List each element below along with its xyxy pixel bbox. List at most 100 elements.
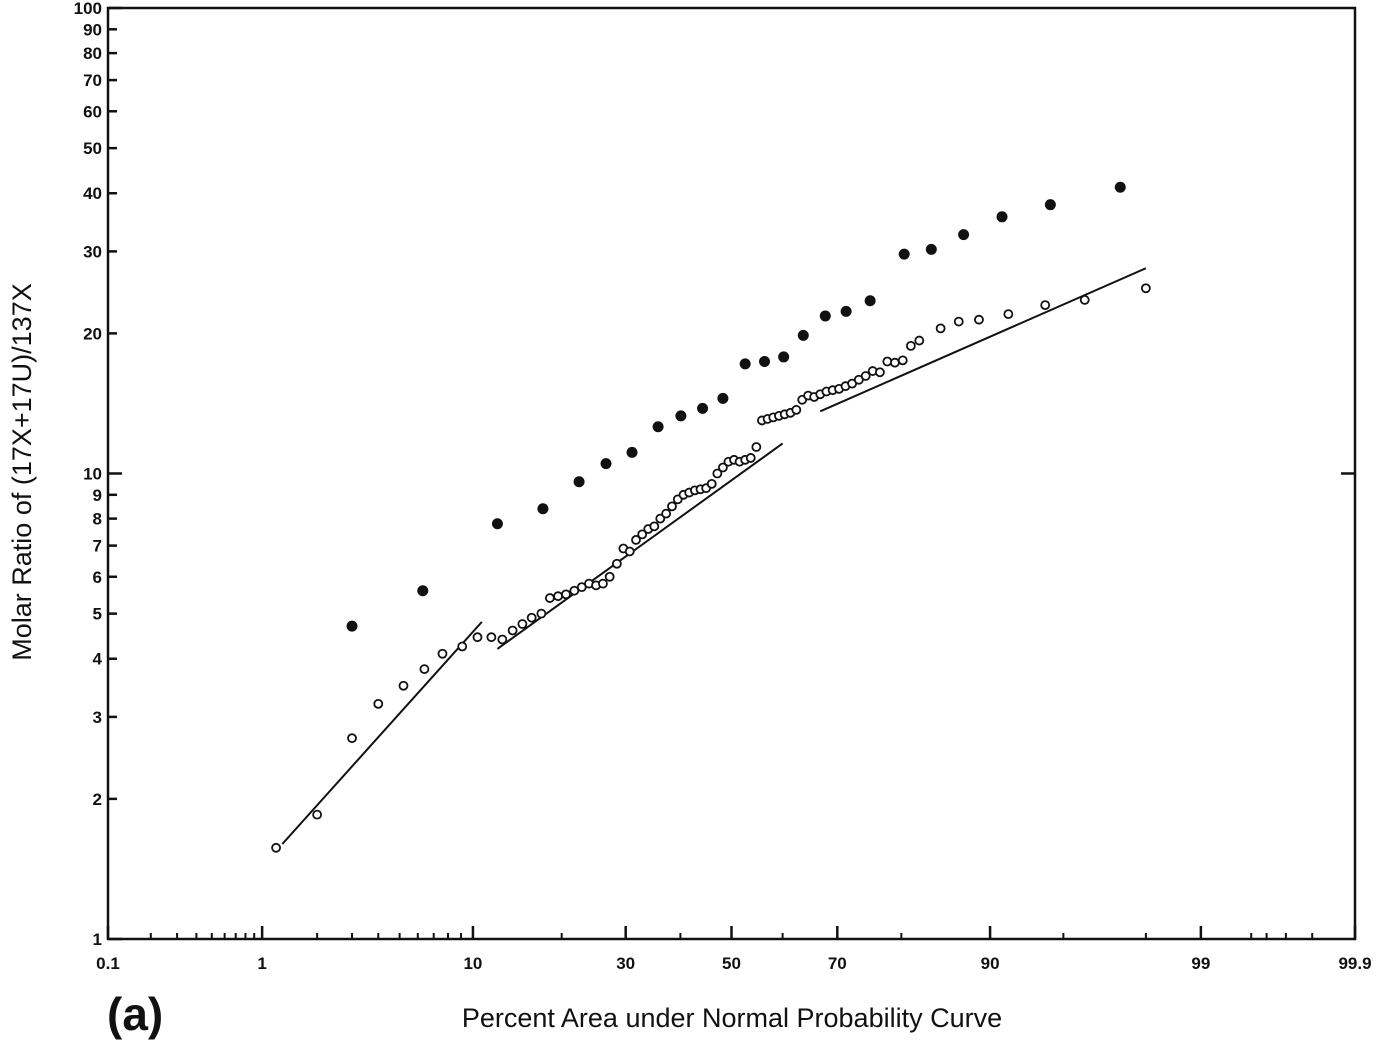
open-data-point (717, 462, 728, 473)
filled-data-point (739, 358, 751, 370)
open-data-point (598, 578, 608, 589)
filled-data-point (778, 351, 790, 363)
open-data-point (751, 442, 762, 452)
y-tick-label: 4 (93, 650, 103, 669)
open-data-point (437, 648, 448, 659)
open-data-point (611, 558, 622, 569)
open-data-point (544, 593, 555, 603)
open-data-point (312, 809, 323, 820)
open-data-point (712, 468, 723, 479)
filled-data-point (417, 585, 429, 597)
y-tick-label: 2 (93, 790, 102, 809)
y-tick-label: 5 (93, 605, 102, 624)
open-data-point (604, 571, 615, 582)
fit-line (819, 267, 1147, 413)
open-data-point (649, 521, 660, 532)
open-data-point (637, 529, 648, 540)
y-tick-label: 7 (93, 537, 102, 556)
y-tick-label: 6 (93, 568, 102, 587)
y-tick-label: 40 (83, 184, 102, 203)
x-axis-ticks: 0.1 1 10 30 50 70 90 99 99.9 (96, 926, 1372, 973)
plot-frame (106, 6, 1357, 941)
open-data-point (419, 664, 430, 675)
open-data-point (398, 680, 409, 691)
x-tick-label: 1 (257, 954, 266, 973)
open-data-point (271, 842, 281, 853)
open-data-point (517, 619, 528, 629)
filled-data-point (652, 421, 664, 433)
filled-data-point (864, 295, 876, 307)
open-data-point (655, 513, 666, 524)
fit-line (281, 621, 483, 845)
x-tick-label: 50 (722, 954, 741, 973)
open-data-point (347, 733, 357, 744)
filled-data-point (717, 392, 729, 404)
open-data-point (1040, 300, 1051, 311)
filled-data-point (346, 620, 358, 632)
open-data-point (561, 589, 571, 600)
x-tick-label: 90 (981, 954, 1000, 973)
x-tick-label: 30 (616, 954, 635, 973)
y-tick-label: 60 (83, 102, 102, 121)
open-data-point (897, 355, 908, 366)
open-data-point (974, 314, 984, 325)
open-data-point (875, 367, 885, 378)
y-tick-label: 8 (93, 510, 102, 529)
open-data-point (661, 508, 672, 519)
filled-data-point (573, 476, 585, 488)
open-data-point (706, 478, 717, 489)
open-data-point (497, 634, 508, 645)
y-axis-ticks: 1 2 3 4 5 6 7 8 9 10 20 30 40 50 60 70 80 90 100 (74, 0, 1355, 949)
y-tick-label: 20 (83, 324, 102, 343)
filled-data-point (675, 410, 687, 422)
open-data-point (935, 323, 946, 334)
y-tick-label: 90 (83, 20, 102, 39)
open-data-point (745, 453, 756, 463)
y-tick-label: 1 (93, 930, 102, 949)
open-data-point (1140, 283, 1151, 294)
filled-data-point (996, 211, 1008, 223)
x-tick-label: 0.1 (96, 954, 120, 973)
filled-data-point (958, 229, 970, 241)
filled-data-point (759, 356, 771, 368)
x-axis-title: Percent Area under Normal Probability Cu… (462, 1003, 1002, 1033)
open-data-point (536, 608, 547, 619)
filled-data-point (626, 446, 638, 458)
x-tick-label: 99.9 (1338, 954, 1371, 973)
y-tick-label: 80 (83, 44, 102, 63)
y-tick-label: 50 (83, 139, 102, 158)
open-data-point (882, 356, 893, 367)
y-tick-label: 30 (83, 242, 102, 261)
open-data-point (791, 404, 802, 415)
open-data-point (486, 632, 497, 643)
open-data-point (507, 625, 518, 636)
open-data-point (914, 335, 925, 346)
filled-data-point (1044, 199, 1056, 211)
filled-data-point (600, 458, 612, 470)
filled-data-point (491, 518, 503, 530)
panel-label: (a) (107, 988, 163, 1040)
filled-data-point (797, 329, 809, 341)
open-data-point (553, 591, 563, 602)
y-tick-label: 100 (74, 0, 102, 18)
open-data-point (890, 357, 900, 368)
open-data-point (953, 316, 964, 327)
x-tick-label: 70 (828, 954, 847, 973)
filled-data-point (1114, 181, 1126, 193)
fit-lines (281, 267, 1147, 845)
open-data-point (905, 340, 916, 351)
open-data-point (624, 546, 635, 557)
y-tick-label: 70 (83, 71, 102, 90)
filled-data-point (925, 243, 937, 255)
open-data-point (457, 641, 468, 652)
x-tick-label: 10 (463, 954, 482, 973)
filled-data-point (819, 310, 831, 322)
open-data-point (373, 698, 384, 709)
filled-data-point (697, 402, 709, 414)
open-data-point (472, 632, 483, 643)
y-tick-label: 3 (93, 708, 102, 727)
y-tick-label: 9 (93, 486, 102, 505)
open-data-point (631, 535, 641, 545)
open-data-point (667, 501, 677, 512)
